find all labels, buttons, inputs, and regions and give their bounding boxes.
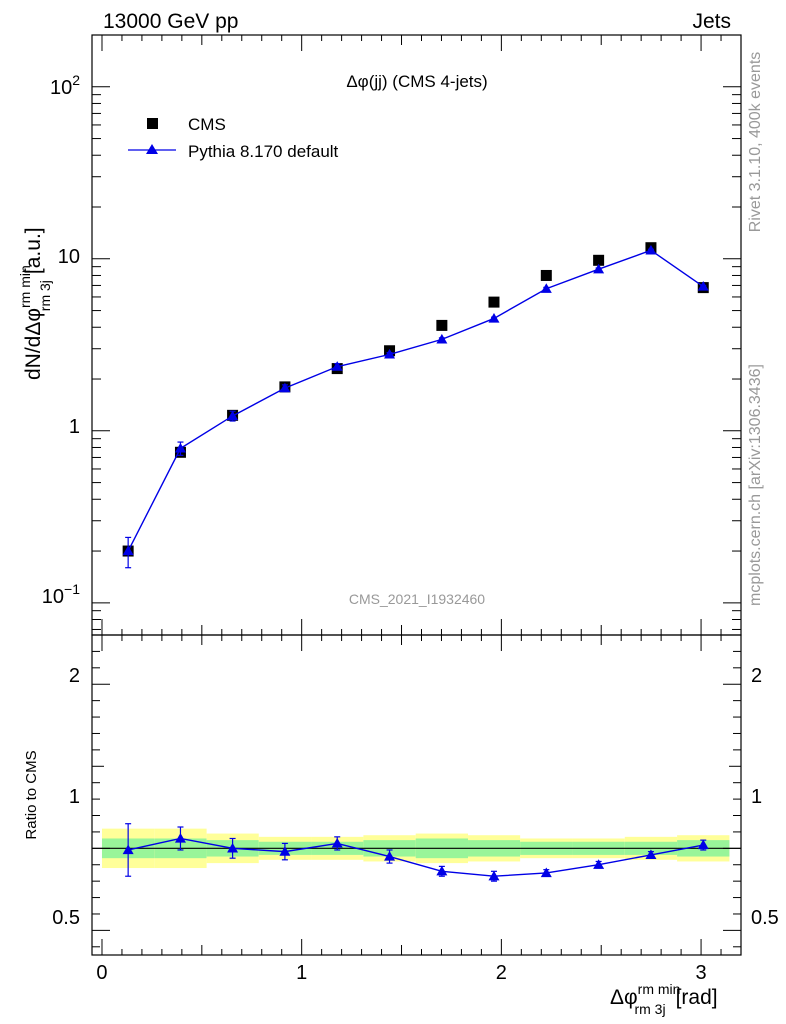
pythia-point-9: [593, 263, 605, 274]
y-tick-label-1: 1: [69, 416, 80, 438]
ratio-tick-label-0.5: 0.5: [52, 907, 80, 929]
ratio-tick-label-right-1: 1: [751, 786, 762, 808]
y-axis-title: dN/dΔφrm min rm 3j[a.u.]: [17, 227, 53, 380]
x-tick-label-1: 1: [296, 962, 307, 984]
x-tick-label-3: 3: [695, 962, 706, 984]
pythia-point-8: [540, 283, 552, 293]
pythia-point-3: [279, 382, 291, 393]
legend-marker-cms: [147, 118, 158, 129]
x-tick-label-2: 2: [496, 962, 507, 984]
cms-point-7: [488, 296, 500, 308]
cms-point-9: [593, 254, 605, 266]
ratio-tick-label-1: 1: [69, 786, 80, 808]
pythia-series: [122, 244, 709, 569]
pythia-point-6: [436, 333, 448, 344]
legend-label-pythia: Pythia 8.170 default: [188, 142, 339, 161]
cms-point-6: [436, 319, 448, 331]
x-axis-title: Δφrm min rm 3j [rad]: [610, 981, 718, 1017]
x-tick-label-0: 0: [96, 962, 107, 984]
pythia-point-4: [331, 361, 343, 371]
pythia-point-5: [384, 348, 396, 359]
pythia-point-11: [697, 281, 709, 291]
mcplots-label: mcplots.cern.ch [arXiv:1306.3436]: [747, 364, 764, 606]
pythia-point-1: [174, 442, 186, 453]
pythia-point-10: [645, 244, 657, 255]
ratio-point-11: [697, 839, 709, 850]
axis-ticks: [92, 34, 741, 955]
plot-title: Δφ(jj) (CMS 4-jets): [346, 72, 487, 91]
legend-label-cms: CMS: [188, 115, 226, 134]
ratio-point-3: [279, 846, 291, 856]
ratio-point-1: [174, 832, 186, 843]
header-energy: 13000 GeV pp: [103, 10, 238, 33]
rivet-label: Rivet 3.1.10, 400k events: [747, 52, 764, 233]
header-category: Jets: [692, 10, 731, 33]
pythia-point-7: [488, 312, 500, 323]
pythia-line: [127, 249, 704, 552]
ratio-point-6: [436, 865, 448, 876]
ratio-point-9: [593, 859, 605, 869]
ratio-uncertainty-bands: [92, 828, 741, 869]
ratio-point-10: [645, 849, 657, 860]
legend-marker-pythia: [146, 144, 158, 154]
ratio-tick-label-right-0.5: 0.5: [751, 907, 779, 929]
pythia-point-2: [227, 410, 239, 421]
pythia-point-0: [122, 545, 134, 556]
ratio-point-8: [540, 867, 552, 878]
y-tick-label-100: 102: [50, 72, 80, 99]
ratio-point-2: [227, 842, 239, 853]
y-tick-label-10: 10: [58, 246, 80, 268]
cms-point-8: [540, 269, 552, 281]
ratio-y-axis-title: Ratio to CMS: [23, 750, 40, 839]
cms-series: [122, 242, 709, 557]
ratio-plot-frame: [91, 634, 742, 956]
y-tick-label-0.1: 10−1: [42, 581, 80, 608]
ratio-point-0: [122, 844, 134, 855]
analysis-watermark: CMS_2021_I1932460: [349, 591, 485, 607]
ratio-tick-label-right-2: 2: [751, 665, 762, 687]
ratio-line: [127, 837, 704, 877]
ratio-point-5: [384, 851, 396, 861]
x-tick-labels: 0 1 2 3: [96, 962, 706, 984]
ratio-tick-label-2: 2: [69, 665, 80, 687]
ratio-point-7: [488, 870, 500, 881]
ratio-series: [122, 823, 709, 882]
ratio-point-4: [331, 837, 343, 848]
